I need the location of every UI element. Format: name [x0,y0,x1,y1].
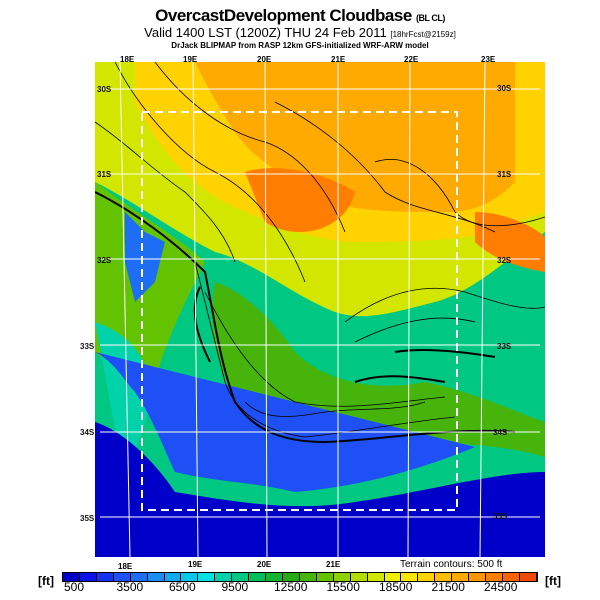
lat-label: 30S [97,85,112,94]
colorbar-bin [198,573,216,581]
colorbar-label: 3500 [116,580,144,594]
colorbar-bin [333,573,351,581]
colorbar-bin [469,573,487,581]
lat-label: 32S [497,256,512,265]
title-text: OvercastDevelopment Cloudbase [155,6,412,25]
colorbar-bin [502,573,520,581]
lat-label: 34S [80,428,95,437]
colorbar-bin [215,573,233,581]
lat-label: 33S [80,342,95,351]
lat-label: 30S [497,84,512,93]
unit-label-right: [ft] [545,574,561,588]
lat-label: 34S [493,428,508,437]
colorbar-bin [63,573,80,581]
colorbar-bin [401,573,419,581]
valid-text: Valid 1400 LST (1200Z) THU 24 Feb 2011 [144,25,387,40]
forecast-tag: [18hrFcst@2159z] [390,30,456,39]
colorbar-bin [299,573,317,581]
lat-label: 33S [497,342,512,351]
colorbar-bin [164,573,182,581]
lon-label: 20E [257,55,272,64]
colorbar-bin [452,573,470,581]
terrain-contours-note: Terrain contours: 500 ft [400,559,503,570]
colorbar-bin [519,573,537,581]
colorbar-bin [316,573,334,581]
model-source: DrJack BLIPMAP from RASP 12km GFS-initia… [171,41,429,50]
lon-label: 21E [331,55,346,64]
colorbar-bin [266,573,283,581]
lon-label: 22E [404,55,419,64]
lat-label: 31S [97,170,112,179]
colorbar-bin [384,573,402,581]
colorbar-bin [96,573,114,581]
colorbar-bin [232,573,250,581]
colorbar-label: 9500 [221,580,249,594]
colorbar-bin [418,573,436,581]
lon-label: 19E [183,55,198,64]
colorbar-label: 15500 [326,580,360,594]
cloudbase-map [95,62,545,557]
colorbar-bin [486,573,503,581]
colorbar [62,572,538,582]
lon-label: 18E [120,55,135,64]
unit-label-left: [ft] [38,574,54,588]
colorbar-bin [350,573,368,581]
chart-title: OvercastDevelopment Cloudbase (BL CL) [0,6,600,26]
title-tag: (BL CL) [416,13,445,23]
colorbar-bin [181,573,199,581]
lat-label: 32S [97,256,112,265]
lon-label: 23E [481,55,496,64]
colorbar-bin [282,573,300,581]
lon-label: 20E [257,560,272,569]
colorbar-bin [367,573,385,581]
valid-time: Valid 1400 LST (1200Z) THU 24 Feb 2011 [… [0,25,600,40]
colorbar-label: 18500 [379,580,413,594]
lat-label: 35S [80,514,95,523]
lon-label: 18E [118,562,133,571]
lat-label: 35S [493,512,508,521]
lon-label: 19E [188,560,203,569]
colorbar-bin [79,573,97,581]
colorbar-bin [130,573,148,581]
lat-label: 31S [497,170,512,179]
colorbar-bin [113,573,131,581]
colorbar-label: 24500 [484,580,518,594]
lon-label: 21E [326,560,341,569]
colorbar-label: 6500 [169,580,196,594]
colorbar-bin [147,573,165,581]
colorbar-label: 12500 [274,580,308,594]
colorbar-label: 21500 [431,580,465,594]
colorbar-label: 500 [64,580,85,594]
colorbar-bin [435,573,453,581]
colorbar-bin [249,573,267,581]
